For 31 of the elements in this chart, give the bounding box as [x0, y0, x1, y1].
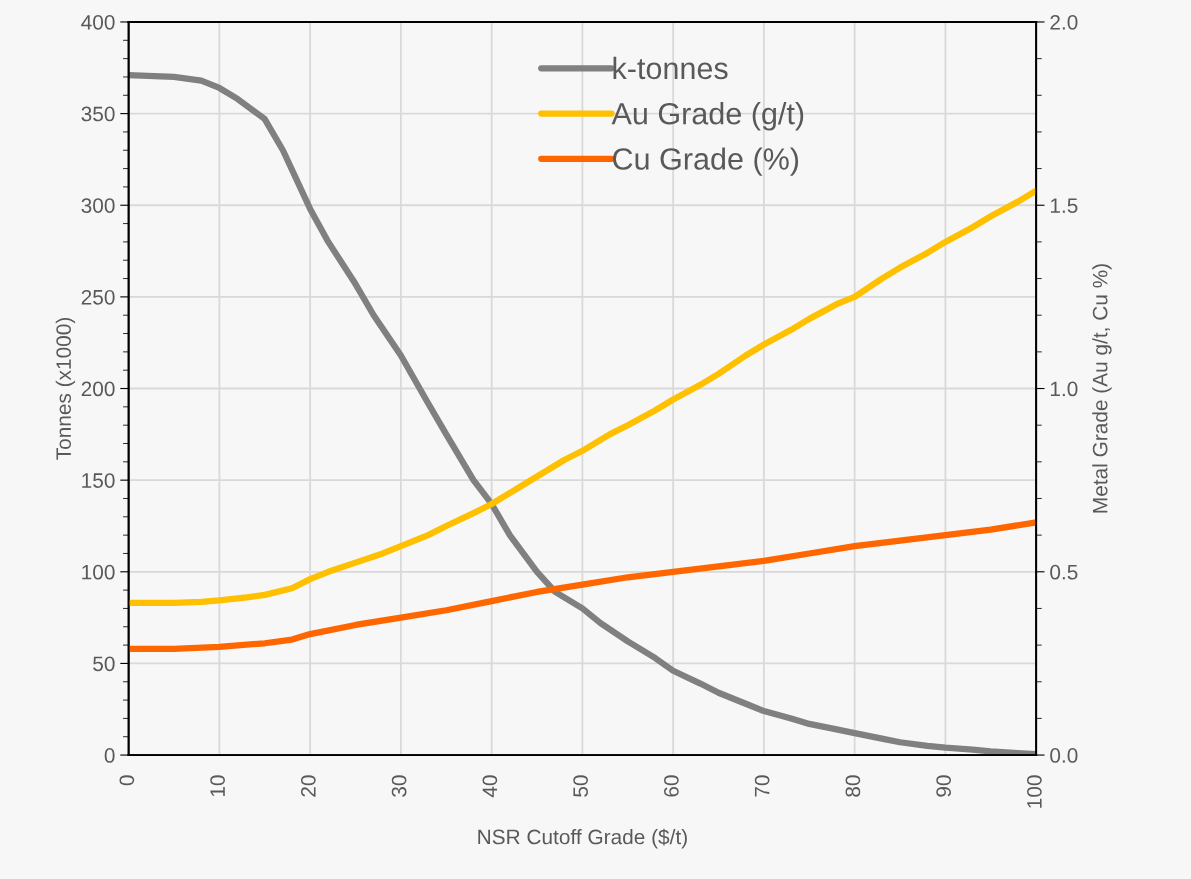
y-tick-label: 250 — [81, 289, 115, 305]
y2-axis-title: Metal Grade (Au g/t, Cu %) — [1092, 264, 1112, 513]
y-tick-label: 200 — [81, 381, 115, 397]
y2-tick-label: 0.5 — [1050, 564, 1078, 580]
y-tick-label: 100 — [82, 564, 115, 580]
x-tick-label: 80 — [845, 775, 861, 797]
legend-label: k-tonnes — [613, 56, 728, 80]
x-tick-label: 50 — [573, 775, 588, 797]
x-tick-label: 20 — [300, 775, 316, 797]
y-tick-label: 50 — [93, 656, 115, 672]
y2-tick-label: 1.5 — [1050, 198, 1078, 213]
y2-tick-label: 0.0 — [1050, 748, 1078, 763]
y-tick-label: 400 — [81, 14, 115, 30]
x-tick-label: 60 — [663, 775, 679, 797]
y-tick-label: 150 — [82, 473, 115, 488]
x-tick-label: 90 — [936, 775, 952, 797]
x-tick-label: 40 — [482, 775, 498, 798]
y2-tick-label: 1.0 — [1050, 381, 1078, 397]
y-tick-label: 300 — [81, 198, 115, 213]
x-tick-label: 0 — [119, 775, 135, 786]
y-tick-label: 0 — [104, 748, 115, 763]
x-axis-title: NSR Cutoff Grade ($/t) — [478, 828, 687, 849]
legend-label: Cu Grade (%) — [613, 147, 799, 176]
x-tick-label: 10 — [210, 775, 225, 797]
y-tick-label: 350 — [81, 106, 115, 122]
legend-label: Au Grade (g/t) — [611, 102, 804, 131]
y-axis-title: Tonnes (x1000) — [55, 318, 76, 460]
x-tick-label: 70 — [754, 775, 770, 797]
x-tick-label: 30 — [391, 775, 407, 797]
x-tick-label: 100 — [1027, 775, 1042, 808]
y2-tick-label: 2.0 — [1050, 14, 1078, 30]
